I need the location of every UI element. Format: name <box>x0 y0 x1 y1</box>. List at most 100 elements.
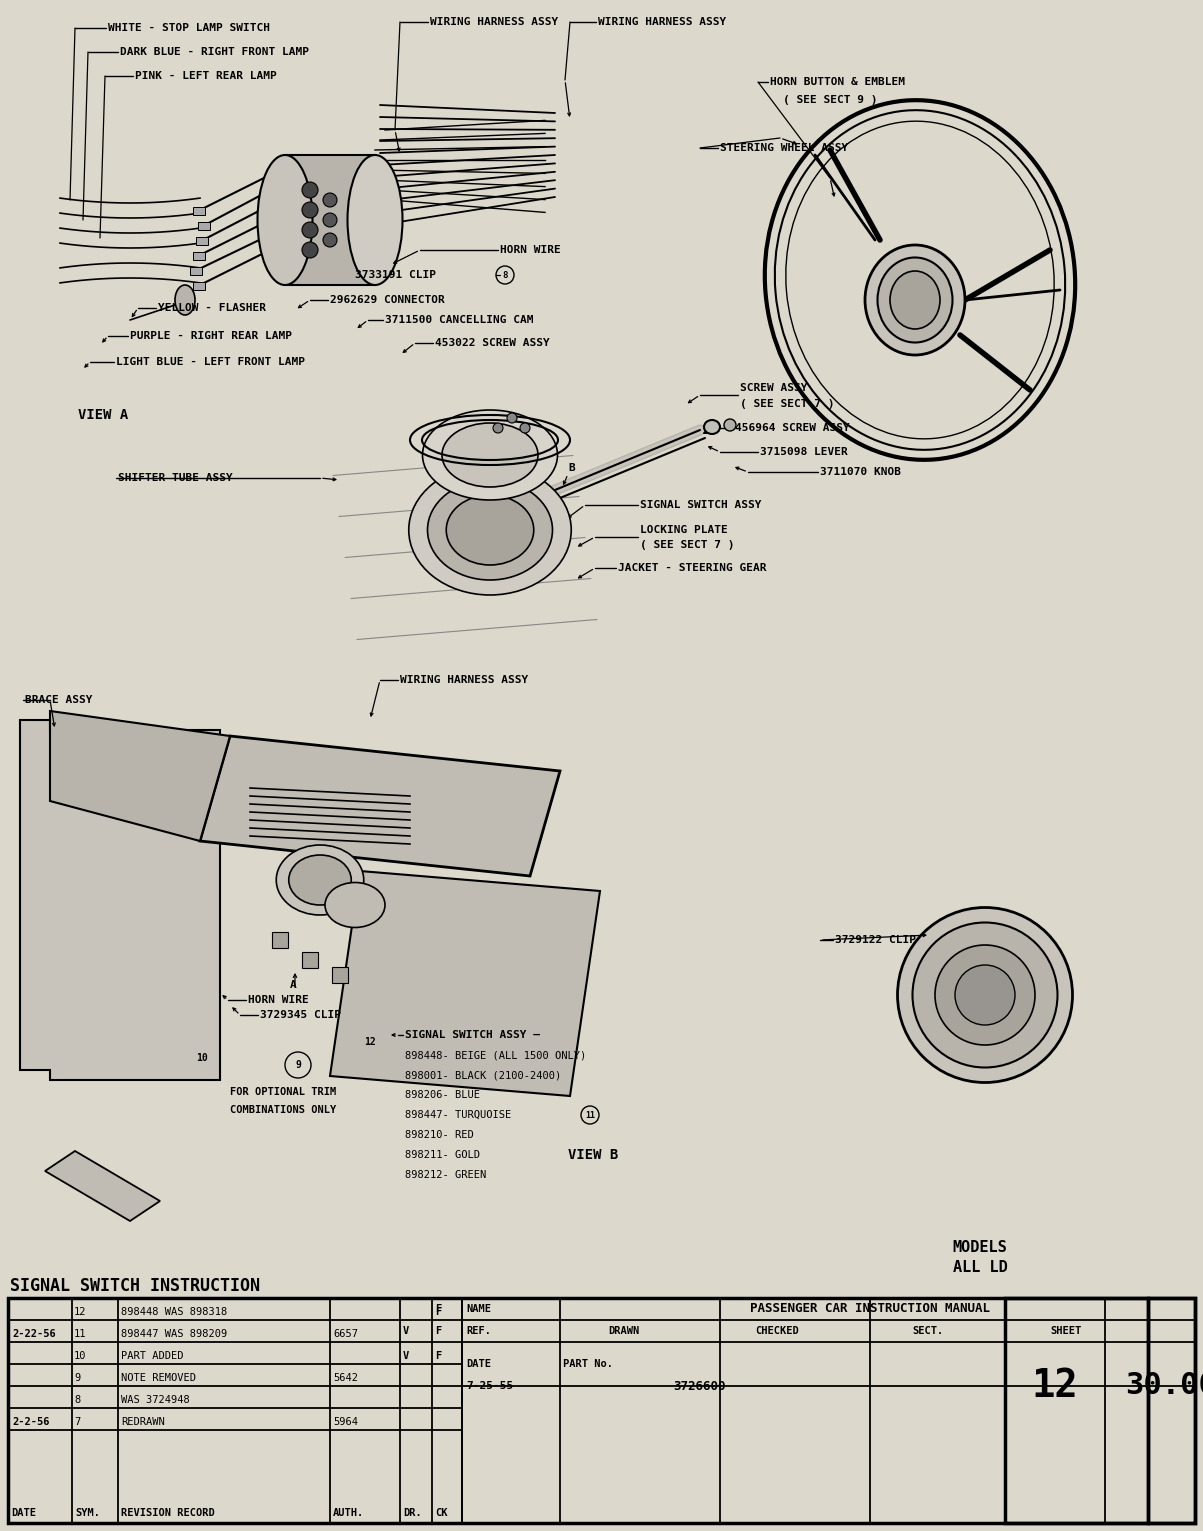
Circle shape <box>322 213 337 227</box>
Text: HORN WIRE: HORN WIRE <box>248 995 309 1004</box>
Bar <box>302 952 318 968</box>
Text: SCREW ASSY: SCREW ASSY <box>740 383 807 393</box>
Text: LIGHT BLUE - LEFT FRONT LAMP: LIGHT BLUE - LEFT FRONT LAMP <box>115 357 306 367</box>
Bar <box>198 222 211 230</box>
Text: V: V <box>403 1326 409 1337</box>
Text: SHIFTER TUBE ASSY: SHIFTER TUBE ASSY <box>118 473 232 482</box>
Ellipse shape <box>427 481 552 580</box>
Text: V: V <box>403 1350 409 1361</box>
Text: LOCKING PLATE: LOCKING PLATE <box>640 525 728 534</box>
Text: 3726600: 3726600 <box>674 1379 727 1393</box>
Text: SHEET: SHEET <box>1050 1326 1081 1337</box>
Text: PURPLE - RIGHT REAR LAMP: PURPLE - RIGHT REAR LAMP <box>130 331 292 341</box>
Ellipse shape <box>348 155 403 285</box>
Text: ALL LD: ALL LD <box>953 1260 1007 1275</box>
Text: HORN WIRE: HORN WIRE <box>500 245 561 256</box>
Text: CK: CK <box>435 1508 448 1519</box>
Text: NOTE REMOVED: NOTE REMOVED <box>122 1373 196 1382</box>
Text: 898448- BEIGE (ALL 1500 ONLY): 898448- BEIGE (ALL 1500 ONLY) <box>405 1050 586 1059</box>
Text: PINK - LEFT REAR LAMP: PINK - LEFT REAR LAMP <box>135 70 277 81</box>
Text: DATE: DATE <box>466 1360 491 1369</box>
Text: DARK BLUE - RIGHT FRONT LAMP: DARK BLUE - RIGHT FRONT LAMP <box>120 47 309 57</box>
Text: JACKET - STEERING GEAR: JACKET - STEERING GEAR <box>618 563 766 573</box>
Text: WIRING HARNESS ASSY: WIRING HARNESS ASSY <box>429 17 558 28</box>
Ellipse shape <box>446 495 534 565</box>
Bar <box>1148 1298 1195 1523</box>
Ellipse shape <box>277 845 363 916</box>
Ellipse shape <box>422 410 557 501</box>
Text: YELLOW - FLASHER: YELLOW - FLASHER <box>158 303 266 312</box>
Ellipse shape <box>174 285 195 315</box>
Circle shape <box>724 419 736 432</box>
Text: 12: 12 <box>365 1036 375 1047</box>
Text: 898210- RED: 898210- RED <box>405 1130 474 1141</box>
Text: 456964 SCREW ASSY: 456964 SCREW ASSY <box>735 423 849 433</box>
Polygon shape <box>45 1151 160 1222</box>
Text: F: F <box>435 1326 442 1337</box>
Circle shape <box>520 423 531 433</box>
Text: ( SEE SECT 7 ): ( SEE SECT 7 ) <box>640 540 735 550</box>
Bar <box>192 282 205 289</box>
Text: SIGNAL SWITCH ASSY —: SIGNAL SWITCH ASSY — <box>405 1030 540 1040</box>
Ellipse shape <box>865 245 965 355</box>
Text: 898447 WAS 898209: 898447 WAS 898209 <box>122 1329 227 1340</box>
Text: 11: 11 <box>75 1329 87 1340</box>
Ellipse shape <box>325 882 385 928</box>
Text: 12: 12 <box>1032 1367 1078 1405</box>
Bar <box>272 932 288 948</box>
Ellipse shape <box>955 965 1015 1024</box>
Text: 898447- TURQUOISE: 898447- TURQUOISE <box>405 1110 511 1121</box>
Text: 2-22-56: 2-22-56 <box>12 1329 55 1340</box>
Polygon shape <box>51 710 230 841</box>
Text: FOR OPTIONAL TRIM: FOR OPTIONAL TRIM <box>230 1087 337 1098</box>
Text: 7-25-55: 7-25-55 <box>466 1381 514 1392</box>
Bar <box>190 266 202 276</box>
Text: 898212- GREEN: 898212- GREEN <box>405 1170 486 1180</box>
Ellipse shape <box>913 923 1057 1067</box>
Text: AUTH.: AUTH. <box>333 1508 365 1519</box>
Text: 10: 10 <box>196 1053 208 1063</box>
Text: STEERING WHEEL ASSY: STEERING WHEEL ASSY <box>721 142 848 153</box>
Text: SECT.: SECT. <box>912 1326 943 1337</box>
Text: 5642: 5642 <box>333 1373 358 1382</box>
Text: 2-2-56: 2-2-56 <box>12 1418 49 1427</box>
Circle shape <box>493 423 503 433</box>
Text: 5964: 5964 <box>333 1418 358 1427</box>
Text: SYM.: SYM. <box>75 1508 100 1519</box>
Circle shape <box>302 182 318 197</box>
Circle shape <box>322 193 337 207</box>
Text: 30.00: 30.00 <box>1125 1372 1203 1401</box>
Text: WIRING HARNESS ASSY: WIRING HARNESS ASSY <box>401 675 528 684</box>
Text: DATE: DATE <box>11 1508 36 1519</box>
Text: VIEW A: VIEW A <box>78 407 129 423</box>
Text: 10: 10 <box>75 1350 87 1361</box>
Bar <box>332 968 348 983</box>
Bar <box>8 1298 1195 1523</box>
Text: 453022 SCREW ASSY: 453022 SCREW ASSY <box>435 338 550 348</box>
Text: 898001- BLACK (2100-2400): 898001- BLACK (2100-2400) <box>405 1070 562 1079</box>
Ellipse shape <box>704 419 721 433</box>
Text: F: F <box>435 1350 442 1361</box>
Text: 3733191 CLIP: 3733191 CLIP <box>355 269 435 280</box>
Ellipse shape <box>409 465 571 596</box>
Text: ( SEE SECT 7 ): ( SEE SECT 7 ) <box>740 400 835 409</box>
Text: 7: 7 <box>75 1418 81 1427</box>
Circle shape <box>302 222 318 237</box>
Text: 8: 8 <box>75 1395 81 1405</box>
Bar <box>285 155 375 285</box>
Ellipse shape <box>257 155 313 285</box>
Text: 3711500 CANCELLING CAM: 3711500 CANCELLING CAM <box>385 315 533 325</box>
Text: 3711070 KNOB: 3711070 KNOB <box>820 467 901 478</box>
Text: DR.: DR. <box>403 1508 422 1519</box>
Polygon shape <box>330 871 600 1096</box>
Bar <box>1005 1298 1148 1523</box>
Text: F: F <box>435 1307 442 1317</box>
Text: 9: 9 <box>75 1373 81 1382</box>
Text: REF.: REF. <box>466 1326 491 1337</box>
Text: 2962629 CONNECTOR: 2962629 CONNECTOR <box>330 295 445 305</box>
Text: 898211- GOLD: 898211- GOLD <box>405 1150 480 1160</box>
Circle shape <box>506 413 517 423</box>
Bar <box>196 237 208 245</box>
Text: PART ADDED: PART ADDED <box>122 1350 184 1361</box>
Circle shape <box>322 233 337 246</box>
